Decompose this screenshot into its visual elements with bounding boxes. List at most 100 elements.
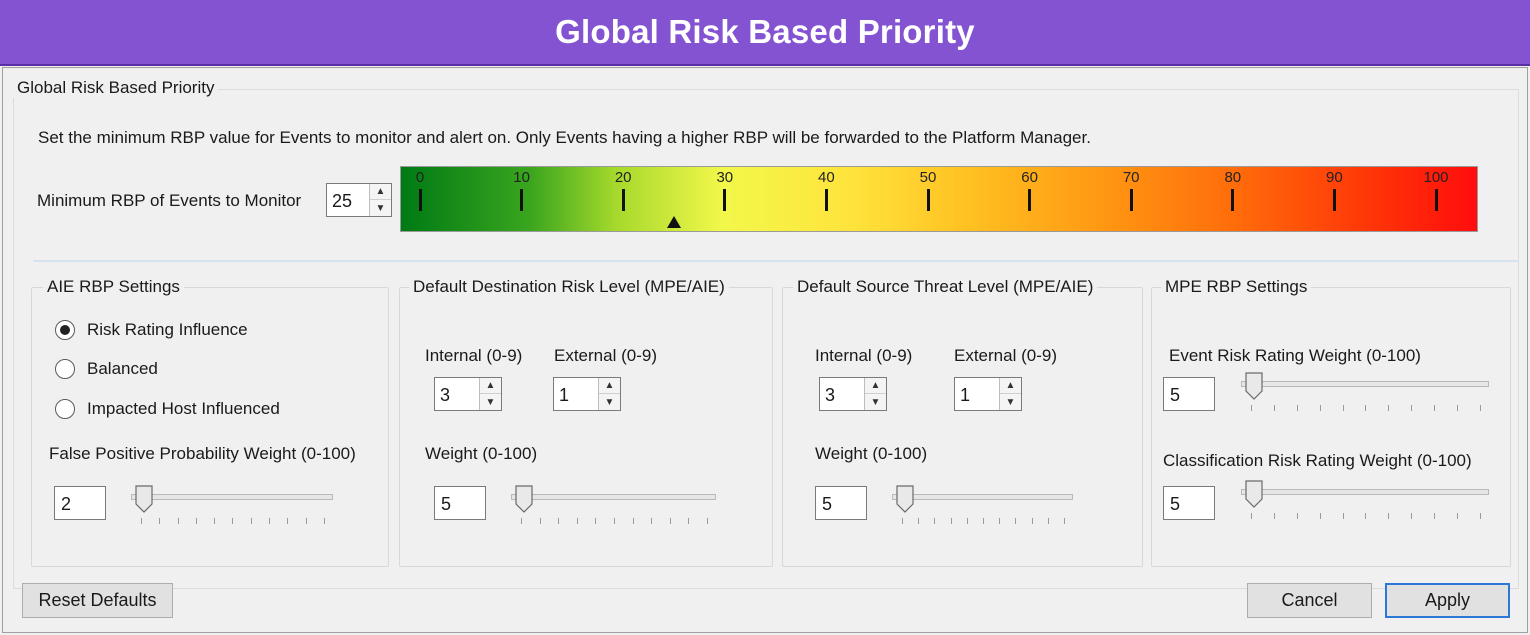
gauge-tick-label: 90 [1326,169,1343,186]
info-text: Set the minimum RBP value for Events to … [38,128,1091,147]
source-weight-value: 5 [822,494,833,514]
gauge-tick-label: 0 [415,169,425,186]
dest-internal-stepper-buttons: ▲ ▼ [479,378,501,410]
event-risk-weight-label: Event Risk Rating Weight (0-100) [1169,346,1421,365]
chevron-down-icon[interactable]: ▼ [870,396,881,408]
source-weight-label: Weight (0-100) [815,444,928,463]
source-external-label: External (0-9) [954,346,1057,365]
slider-track [1241,489,1489,495]
chevron-down-icon[interactable]: ▼ [1005,396,1016,408]
rbp-dialog: Global Risk Based Priority Set the minim… [2,67,1528,633]
slider-track [892,494,1073,500]
cancel-button[interactable]: Cancel [1247,583,1372,618]
chevron-up-icon[interactable]: ▲ [370,184,391,200]
gauge-tick [621,189,625,211]
slider-thumb[interactable] [895,485,915,513]
radio-label-impacted-host-influenced: Impacted Host Influenced [87,399,280,418]
source-threat-title: Default Source Threat Level (MPE/AIE) [793,277,1098,297]
slider-thumb[interactable] [134,485,154,513]
gauge-tick-label: 70 [1122,169,1140,186]
chevron-up-icon[interactable]: ▲ [1000,378,1021,394]
source-internal-stepper-buttons: ▲ ▼ [864,378,886,410]
dest-weight-label: Weight (0-100) [425,444,538,463]
slider-ticks [521,518,708,524]
rbp-gauge[interactable]: 0 10 20 30 40 50 60 70 80 90 100 [400,166,1478,232]
source-external-stepper[interactable]: 1 ▲ ▼ [954,377,1022,411]
classification-risk-weight-input[interactable]: 5 [1163,486,1215,520]
slider-ticks [1251,513,1481,519]
gauge-tick-label: 50 [919,169,937,186]
dest-weight-slider[interactable] [511,485,716,525]
classification-risk-weight-value: 5 [1170,494,1181,514]
gauge-tick-label: 10 [513,169,530,186]
banner-title: Global Risk Based Priority [555,13,975,50]
radio-impacted-host-influenced[interactable] [55,399,75,419]
source-external-value: 1 [960,385,971,405]
chevron-down-icon[interactable]: ▼ [604,396,615,408]
banner: Global Risk Based Priority [0,0,1530,66]
source-internal-label: Internal (0-9) [815,346,913,365]
fpp-weight-input[interactable]: 2 [54,486,106,520]
gauge-tick [1028,189,1032,211]
gauge-tick-label: 60 [1021,169,1038,186]
dest-external-stepper-buttons: ▲ ▼ [598,378,620,410]
dest-risk-group [399,287,773,567]
slider-track [1241,381,1489,387]
classification-risk-weight-slider[interactable] [1241,480,1489,520]
source-internal-value: 3 [825,385,836,405]
mpe-rbp-title: MPE RBP Settings [1161,277,1312,297]
gauge-tick-label: 40 [818,169,835,186]
slider-thumb[interactable] [1244,480,1264,508]
gauge-tick [926,189,930,211]
reset-defaults-label: Reset Defaults [38,590,157,610]
slider-thumb[interactable] [1244,372,1264,400]
gauge-tick [723,189,727,211]
source-external-stepper-buttons: ▲ ▼ [999,378,1021,410]
gauge-tick [1332,189,1336,211]
fpp-weight-value: 2 [61,494,72,514]
dest-internal-stepper[interactable]: 3 ▲ ▼ [434,377,502,411]
slider-thumb[interactable] [514,485,534,513]
radio-risk-rating-influence[interactable] [55,320,75,340]
aie-rbp-title: AIE RBP Settings [43,277,184,297]
source-internal-stepper[interactable]: 3 ▲ ▼ [819,377,887,411]
chevron-down-icon[interactable]: ▼ [485,396,496,408]
slider-ticks [141,518,325,524]
source-weight-slider[interactable] [892,485,1073,525]
dest-external-stepper[interactable]: 1 ▲ ▼ [553,377,621,411]
dest-internal-value: 3 [440,385,451,405]
reset-defaults-button[interactable]: Reset Defaults [22,583,173,618]
apply-button[interactable]: Apply [1385,583,1510,618]
gauge-tick [1434,189,1438,211]
chevron-up-icon[interactable]: ▲ [480,378,501,394]
event-risk-weight-input[interactable]: 5 [1163,377,1215,411]
chevron-up-icon[interactable]: ▲ [865,378,886,394]
gauge-tick [1231,189,1235,211]
gauge-tick-label: 100 [1423,169,1449,186]
chevron-up-icon[interactable]: ▲ [599,378,620,394]
gauge-tick [418,189,422,211]
mpe-rbp-group [1151,287,1511,567]
gauge-tick-label: 20 [614,169,632,186]
dest-external-value: 1 [559,385,570,405]
fpp-weight-slider[interactable] [131,485,333,525]
slider-ticks [902,518,1065,524]
global-rbp-group-title: Global Risk Based Priority [13,78,219,98]
radio-label-balanced: Balanced [87,359,158,378]
gauge-tick [824,189,828,211]
gauge-marker-icon[interactable] [667,216,681,228]
event-risk-weight-value: 5 [1170,385,1181,405]
source-threat-group [782,287,1143,567]
dest-weight-input[interactable]: 5 [434,486,486,520]
min-rbp-stepper[interactable]: 25 ▲ ▼ [326,183,392,217]
apply-label: Apply [1424,590,1471,610]
gauge-tick-label: 80 [1224,169,1242,186]
gauge-tick [520,189,524,211]
dest-weight-value: 5 [441,494,452,514]
event-risk-weight-slider[interactable] [1241,372,1489,412]
chevron-down-icon[interactable]: ▼ [375,202,386,214]
radio-balanced[interactable] [55,359,75,379]
min-rbp-value: 25 [332,191,353,211]
source-weight-input[interactable]: 5 [815,486,867,520]
classification-risk-weight-label: Classification Risk Rating Weight (0-100… [1163,451,1472,470]
